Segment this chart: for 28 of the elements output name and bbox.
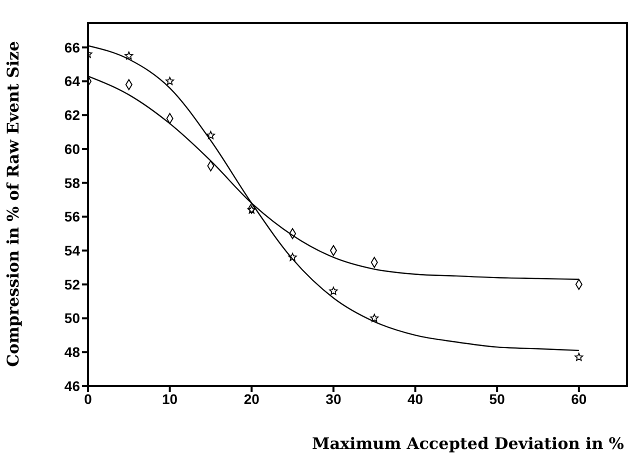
y-tick-label: 64 <box>64 73 80 90</box>
y-tick-label: 50 <box>64 310 80 326</box>
point <box>574 352 584 361</box>
x-tick-label: 30 <box>326 390 342 407</box>
y-tick-label: 60 <box>64 140 80 157</box>
point <box>247 205 256 214</box>
x-axis-title: Maximum Accepted Deviation in % <box>312 434 624 453</box>
point <box>329 286 338 295</box>
y-tick-label: 56 <box>64 208 80 225</box>
x-tick-label: 50 <box>489 390 506 407</box>
y-tick-label: 54 <box>64 242 80 259</box>
y-tick-label: 48 <box>64 344 80 360</box>
x-tick-label: 40 <box>407 390 424 407</box>
y-axis-title: Compression in % of Raw Event Size <box>4 41 23 367</box>
point <box>124 51 134 60</box>
y-tick-label: 52 <box>64 276 80 292</box>
x-tick-label: 0 <box>84 390 92 407</box>
x-tick-label: 10 <box>162 390 178 407</box>
y-tick-label: 66 <box>64 39 80 56</box>
y-tick-label: 62 <box>64 107 80 124</box>
y-tick-label: 46 <box>64 378 80 394</box>
x-tick-label: 20 <box>244 390 260 407</box>
point <box>166 76 174 85</box>
point <box>288 252 297 262</box>
y-tick-label: 58 <box>64 174 80 191</box>
x-tick-label: 60 <box>571 390 587 407</box>
point <box>206 130 215 140</box>
point <box>370 314 379 322</box>
